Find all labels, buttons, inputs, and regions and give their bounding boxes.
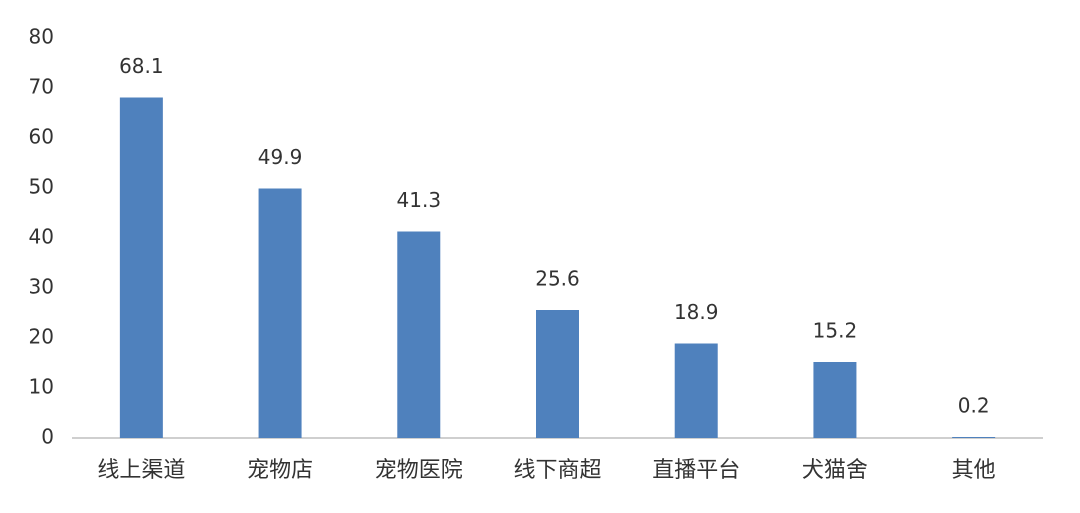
x-tick-label: 宠物店	[247, 458, 313, 483]
y-tick-label: 30	[29, 275, 54, 299]
x-tick-label: 宠物医院	[375, 458, 463, 483]
bar	[813, 362, 857, 438]
x-tick-label: 犬猫舍	[802, 458, 868, 483]
data-label: 49.9	[258, 145, 303, 169]
y-tick-label: 10	[29, 375, 54, 399]
y-tick-label: 80	[29, 25, 54, 49]
bar	[952, 437, 996, 438]
bar	[119, 97, 163, 438]
x-tick-label: 线下商超	[513, 458, 601, 483]
x-tick-label: 线上渠道	[97, 458, 185, 483]
y-tick-label: 70	[29, 75, 54, 99]
y-tick-label: 0	[41, 425, 54, 449]
data-label: 0.2	[958, 394, 990, 418]
bar	[397, 231, 441, 438]
bar	[535, 310, 580, 438]
data-label: 41.3	[397, 188, 442, 212]
data-label: 15.2	[813, 319, 858, 343]
x-tick-label: 直播平台	[652, 458, 740, 483]
bar	[674, 343, 718, 438]
y-tick-label: 20	[29, 325, 54, 349]
bar	[258, 188, 302, 438]
data-label: 18.9	[674, 300, 719, 324]
y-tick-label: 50	[29, 175, 54, 199]
y-tick-label: 60	[29, 125, 54, 149]
data-label: 68.1	[119, 54, 164, 78]
data-label: 25.6	[535, 267, 580, 291]
x-tick-label: 其他	[952, 458, 996, 483]
y-tick-label: 40	[29, 225, 54, 249]
